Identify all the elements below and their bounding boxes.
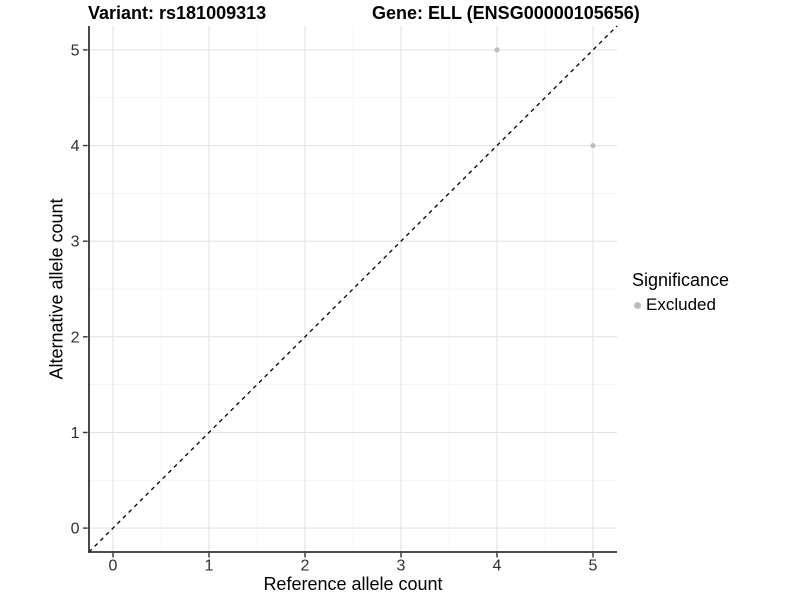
plot-title-gene: Gene: ELL (ENSG00000105656) [372,3,640,23]
y-tick-label: 0 [71,521,80,538]
y-axis-title: Alternative allele count [46,198,67,380]
plot-title-variant: Variant: rs181009313 [88,3,267,23]
x-tick-label: 4 [493,558,502,575]
y-tick-label: 5 [71,42,80,59]
x-tick-label: 5 [589,558,598,575]
legend-title: Significance [632,270,730,290]
x-tick-label: 2 [301,558,310,575]
x-tick-label: 1 [205,558,214,575]
data-point [494,47,500,53]
x-tick-label: 0 [109,558,118,575]
y-tick-label: 3 [71,234,80,251]
legend-item-excluded: Excluded [632,295,729,315]
legend-item-label: Excluded [646,295,716,314]
excluded-point-icon [634,301,641,309]
panel: 0 1 2 3 4 5 0 1 2 3 4 5 [71,25,618,575]
x-axis-title: Reference allele count [263,574,443,594]
x-tick-label: 3 [397,558,406,575]
data-point [590,142,596,149]
y-tick-label: 2 [71,329,80,346]
legend: Significance Excluded [632,270,729,315]
y-tick-label: 1 [71,425,80,442]
y-tick-label: 4 [71,138,80,155]
